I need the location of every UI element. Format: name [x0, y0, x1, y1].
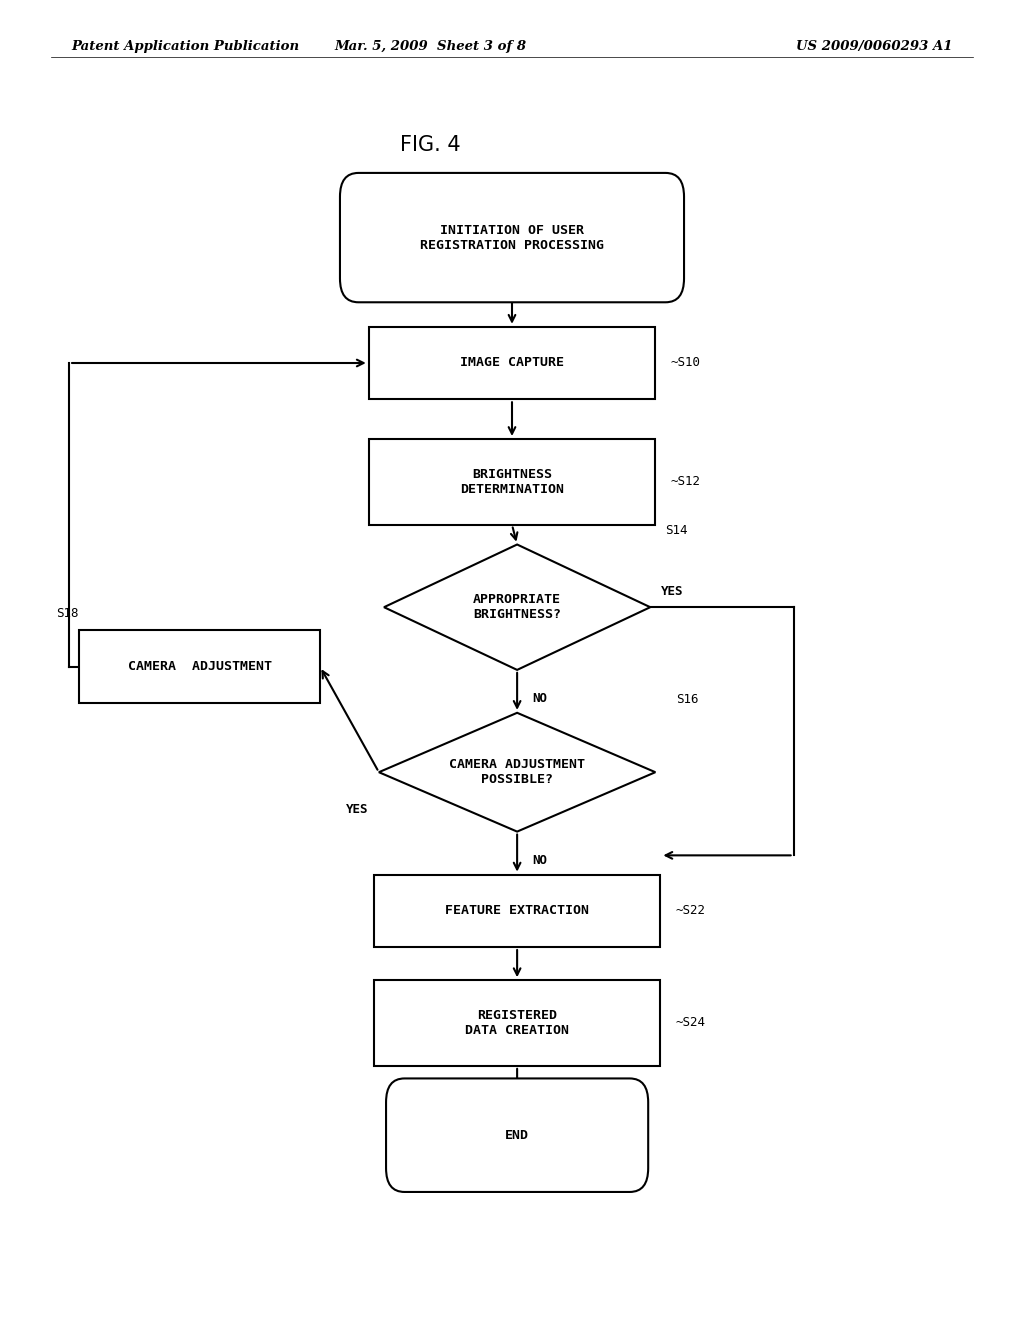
FancyBboxPatch shape — [340, 173, 684, 302]
Text: IMAGE CAPTURE: IMAGE CAPTURE — [460, 356, 564, 370]
Text: ~S10: ~S10 — [671, 356, 700, 370]
Text: ~S12: ~S12 — [671, 475, 700, 488]
Text: FIG. 4: FIG. 4 — [399, 135, 461, 156]
Polygon shape — [379, 713, 655, 832]
Text: APPROPRIATE
BRIGHTNESS?: APPROPRIATE BRIGHTNESS? — [473, 593, 561, 622]
Bar — [374, 874, 660, 948]
Text: INITIATION OF USER
REGISTRATION PROCESSING: INITIATION OF USER REGISTRATION PROCESSI… — [420, 223, 604, 252]
Text: S18: S18 — [56, 607, 79, 620]
Text: ~S22: ~S22 — [676, 904, 706, 917]
Text: BRIGHTNESS
DETERMINATION: BRIGHTNESS DETERMINATION — [460, 467, 564, 496]
Text: Patent Application Publication: Patent Application Publication — [72, 40, 300, 53]
Text: FEATURE EXTRACTION: FEATURE EXTRACTION — [445, 904, 589, 917]
Text: YES: YES — [346, 803, 369, 816]
Text: NO: NO — [532, 854, 548, 867]
Text: S16: S16 — [676, 693, 698, 706]
Text: S14: S14 — [666, 524, 688, 537]
Text: Mar. 5, 2009  Sheet 3 of 8: Mar. 5, 2009 Sheet 3 of 8 — [334, 40, 526, 53]
Bar — [374, 979, 660, 1067]
FancyBboxPatch shape — [386, 1078, 648, 1192]
Text: ~S24: ~S24 — [676, 1016, 706, 1030]
Text: US 2009/0060293 A1: US 2009/0060293 A1 — [796, 40, 952, 53]
Text: REGISTERED
DATA CREATION: REGISTERED DATA CREATION — [465, 1008, 569, 1038]
Bar — [369, 438, 655, 524]
Bar — [80, 631, 319, 704]
Text: CAMERA  ADJUSTMENT: CAMERA ADJUSTMENT — [128, 660, 271, 673]
Text: NO: NO — [532, 693, 548, 705]
Text: CAMERA ADJUSTMENT
POSSIBLE?: CAMERA ADJUSTMENT POSSIBLE? — [450, 758, 585, 787]
Polygon shape — [384, 544, 650, 671]
Bar — [369, 326, 655, 399]
Text: END: END — [505, 1129, 529, 1142]
Text: YES: YES — [660, 585, 683, 598]
